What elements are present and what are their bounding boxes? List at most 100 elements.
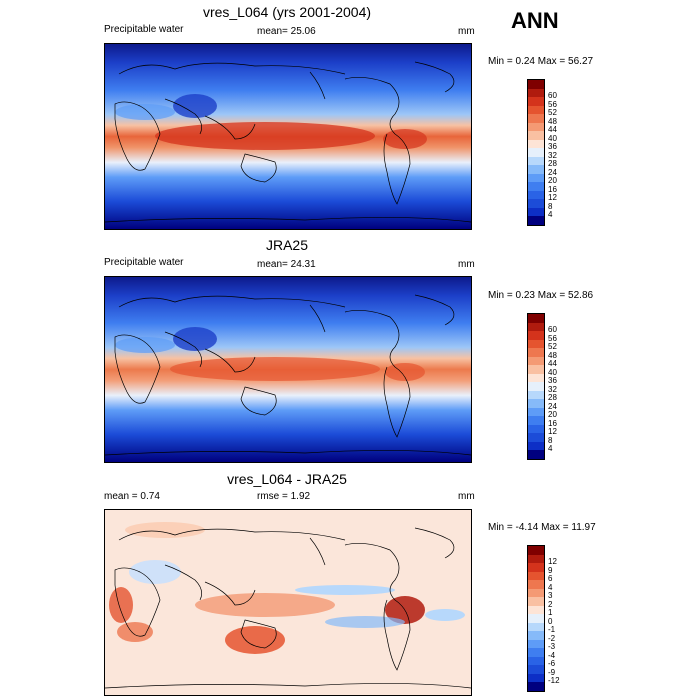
colorbar-swatch: [528, 433, 544, 442]
colorbar-tick-label: 28: [548, 159, 557, 169]
panel3-pacific-dry-bias: [295, 585, 395, 595]
panel1-amazon-moist: [383, 129, 427, 149]
colorbar-tick-label: -2: [548, 633, 556, 643]
colorbar-swatch: [528, 156, 544, 166]
colorbar-swatch: [528, 416, 544, 425]
colorbar-swatch: [528, 97, 544, 106]
colorbar-swatch: [528, 339, 544, 349]
panel3-atlantic-dry-bias: [425, 609, 465, 621]
colorbar-swatch: [528, 314, 544, 323]
colorbar-tick-label: 52: [548, 108, 557, 118]
colorbar-swatch: [528, 563, 544, 572]
colorbar-swatch: [528, 597, 544, 606]
colorbar-tick-label: 20: [548, 176, 557, 186]
colorbar-swatch: [528, 648, 544, 657]
colorbar-swatch: [528, 331, 544, 340]
colorbar-swatch: [528, 139, 544, 149]
colorbar-tick-label: 4: [548, 582, 553, 592]
colorbar-swatch: [528, 571, 544, 581]
colorbar-tick-label: 32: [548, 150, 557, 160]
panel2-units: mm: [458, 259, 475, 270]
colorbar-swatch: [528, 580, 544, 589]
panel1-minmax: Min = 0.24 Max = 56.27: [488, 56, 594, 67]
colorbar-tick-label: 1: [548, 608, 553, 618]
colorbar-tick-label: 56: [548, 333, 557, 343]
colorbar-tick-label: 2: [548, 599, 553, 609]
colorbar-swatch: [528, 554, 544, 564]
panel2-colorbar-labels: 4 8 12 16 20 24 28 32 36 40 44 48 52 56 60: [548, 313, 578, 460]
colorbar-swatch: [528, 450, 544, 459]
panel3-sahara-dry-bias: [129, 560, 181, 584]
colorbar-tick-label: 6: [548, 574, 553, 584]
colorbar-swatch: [528, 639, 544, 649]
colorbar-swatch: [528, 131, 544, 140]
colorbar-swatch: [528, 114, 544, 123]
colorbar-tick-label: 60: [548, 325, 557, 335]
panel1-mean: mean= 25.06: [257, 26, 316, 37]
colorbar-swatch: [528, 356, 544, 366]
colorbar-swatch: [528, 546, 544, 555]
colorbar-tick-label: 40: [548, 367, 557, 377]
panel2-left-label: Precipitable water: [104, 257, 184, 268]
colorbar-tick-label: 12: [548, 427, 557, 437]
panel1-map: [104, 43, 472, 230]
colorbar-tick-label: 16: [548, 184, 557, 194]
panel1-coastlines: [105, 61, 471, 223]
colorbar-tick-label: 56: [548, 99, 557, 109]
panel3-colorbar: [527, 545, 545, 692]
panel1-sahara-dry: [115, 104, 175, 120]
colorbar-swatch: [528, 390, 544, 400]
season-label: ANN: [511, 8, 559, 33]
colorbar-swatch: [528, 424, 544, 434]
colorbar-swatch: [528, 173, 544, 183]
colorbar-swatch: [528, 199, 544, 208]
panel3-minmax: Min = -4.14 Max = 11.97: [488, 522, 596, 533]
colorbar-tick-label: 8: [548, 201, 553, 211]
colorbar-swatch: [528, 382, 544, 391]
colorbar-tick-label: 12: [548, 193, 557, 203]
panel1-tibet-dry: [173, 94, 217, 118]
colorbar-swatch: [528, 322, 544, 332]
panel2-colorbar: [527, 313, 545, 460]
colorbar-swatch: [528, 631, 544, 640]
colorbar-swatch: [528, 122, 544, 132]
colorbar-tick-label: 24: [548, 167, 557, 177]
colorbar-tick-label: 20: [548, 410, 557, 420]
colorbar-tick-label: 44: [548, 125, 557, 135]
colorbar-swatch: [528, 88, 544, 98]
colorbar-tick-label: -6: [548, 659, 556, 669]
colorbar-tick-label: 44: [548, 359, 557, 369]
panel3-rmse: rmse = 1.92: [257, 491, 311, 502]
colorbar-swatch: [528, 165, 544, 174]
panel2-amazon-moist: [385, 363, 425, 381]
colorbar-tick-label: 4: [548, 444, 553, 454]
panel2-coastlines: [105, 294, 471, 456]
panel3-spcz-dry-bias: [325, 616, 405, 628]
colorbar-swatch: [528, 148, 544, 157]
colorbar-tick-label: -9: [548, 667, 556, 677]
colorbar-tick-label: 28: [548, 393, 557, 403]
panel3-left-label: mean = 0.74: [104, 491, 160, 502]
colorbar-swatch: [528, 348, 544, 357]
colorbar-tick-label: 52: [548, 342, 557, 352]
panel3-units: mm: [458, 491, 475, 502]
colorbar-swatch: [528, 365, 544, 374]
panel3-maritime-bias: [195, 593, 335, 617]
colorbar-swatch: [528, 614, 544, 623]
colorbar-tick-label: 48: [548, 350, 557, 360]
colorbar-swatch: [528, 605, 544, 615]
colorbar-tick-label: -4: [548, 650, 556, 660]
panel1-colorbar: [527, 79, 545, 226]
colorbar-tick-label: 4: [548, 210, 553, 220]
colorbar-tick-label: -1: [548, 625, 556, 635]
colorbar-swatch: [528, 673, 544, 683]
colorbar-tick-label: 24: [548, 401, 557, 411]
colorbar-swatch: [528, 441, 544, 451]
colorbar-swatch: [528, 373, 544, 383]
colorbar-swatch: [528, 682, 544, 691]
colorbar-tick-label: 0: [548, 616, 553, 626]
colorbar-swatch: [528, 588, 544, 598]
panel3-africa-south-bias: [117, 622, 153, 642]
panel2-title: JRA25: [265, 237, 309, 253]
panel3-australia-bias: [225, 626, 285, 654]
